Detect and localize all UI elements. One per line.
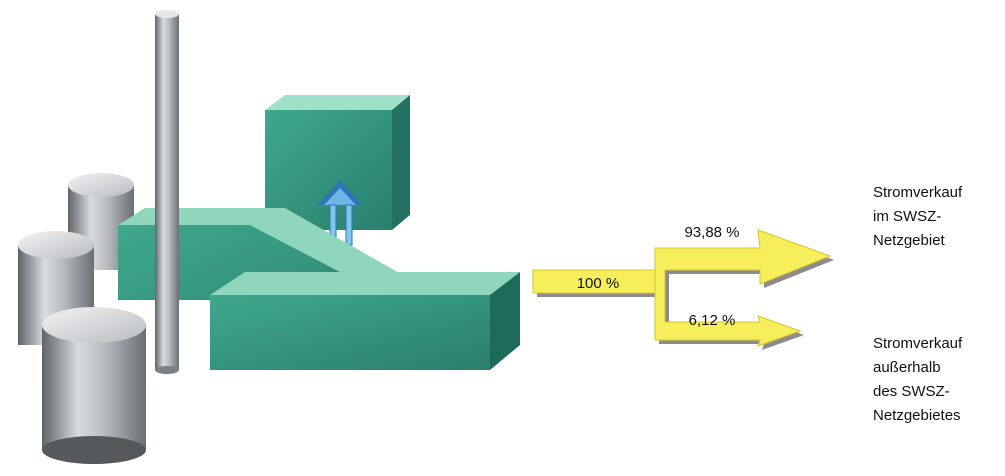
output-label-line: außerhalb xyxy=(873,359,941,376)
output-labels: Stromverkauf im SWSZ- Netzgebiet Stromverka… xyxy=(873,184,963,424)
output-share: 93,88 % xyxy=(684,224,739,241)
output-label-line: Stromverkauf xyxy=(873,335,963,352)
plant-illustration xyxy=(18,10,520,464)
output-label-line: Netzgebiet xyxy=(873,232,946,249)
output-label-line: Netzgebietes xyxy=(873,407,961,424)
input-share: 100 % xyxy=(577,275,620,292)
output-share: 6,12 % xyxy=(689,312,736,329)
output-label-line: im SWSZ- xyxy=(873,208,941,225)
output-label-line: Stromverkauf xyxy=(873,184,963,201)
flow-arrows xyxy=(532,229,834,350)
output-label-line: des SWSZ- xyxy=(873,383,950,400)
